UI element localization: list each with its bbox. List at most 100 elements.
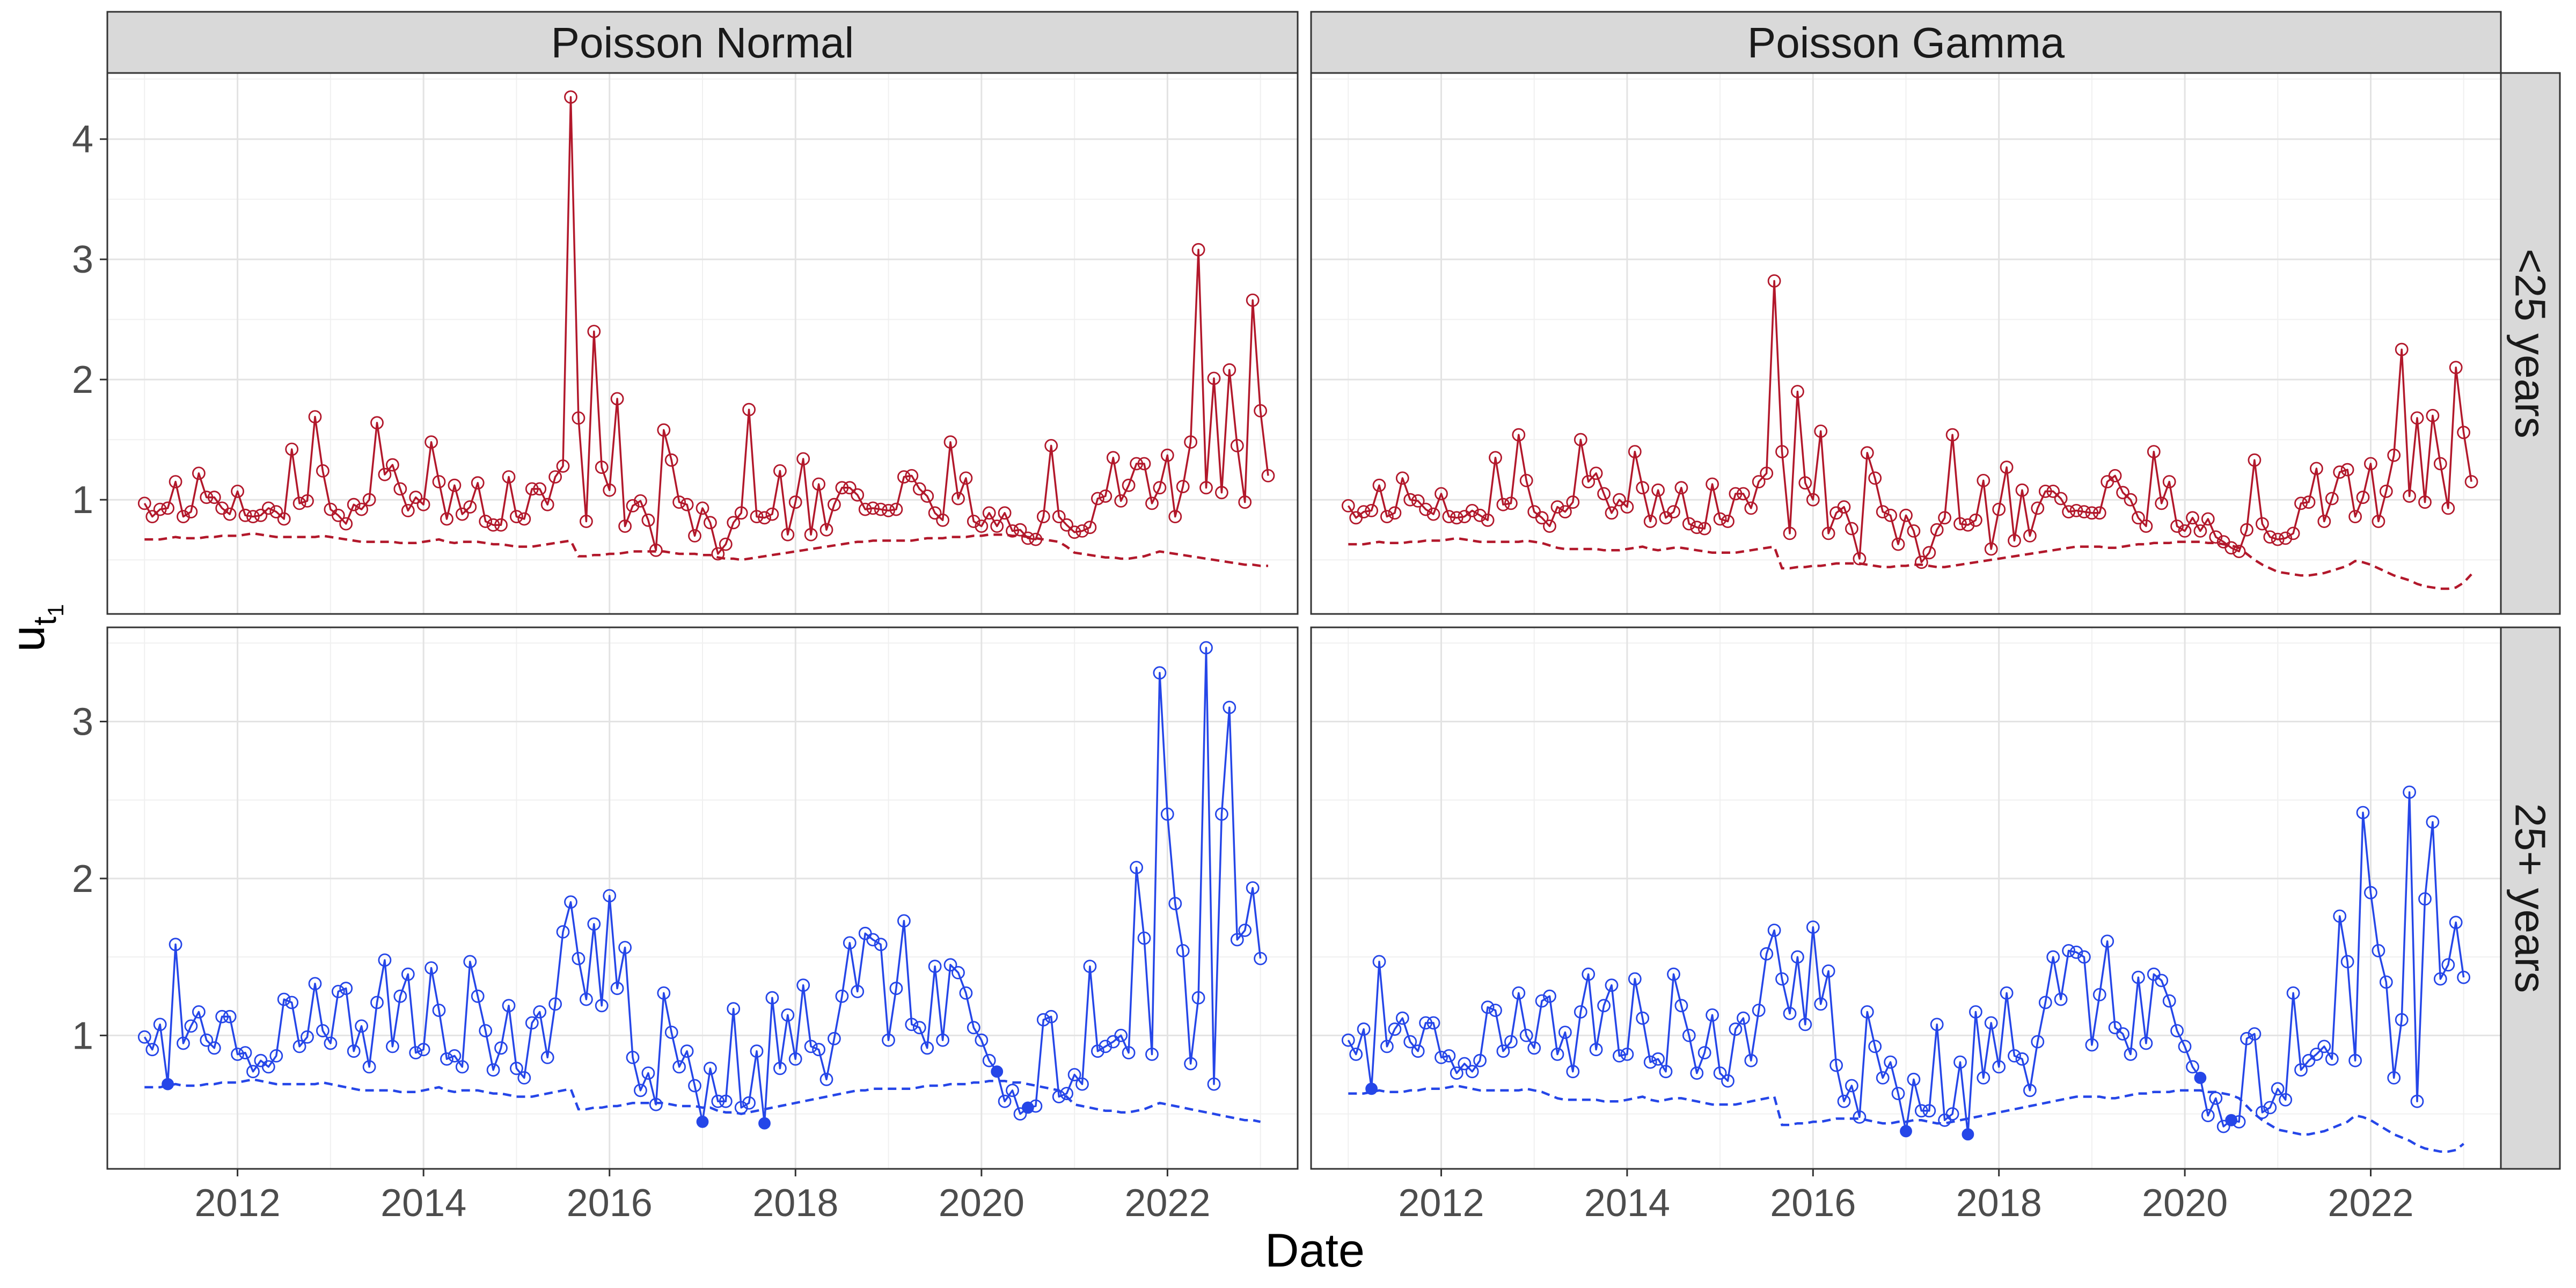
- data-point: [1083, 960, 1097, 974]
- data-point: [696, 501, 709, 515]
- data-point: [851, 985, 865, 998]
- data-point: [858, 502, 872, 516]
- data-point: [2000, 460, 2014, 474]
- data-point: [331, 985, 345, 998]
- data-point: [1899, 508, 1913, 522]
- data-point: [812, 1043, 825, 1057]
- data-point: [1636, 1011, 1650, 1025]
- data-point: [1674, 999, 1688, 1013]
- data-point: [370, 416, 384, 430]
- data-point: [758, 511, 771, 525]
- data-point: [370, 996, 384, 1009]
- data-point: [1512, 986, 1526, 1000]
- data-point: [1036, 510, 1050, 523]
- data-point: [1099, 489, 1113, 503]
- data-point: [2426, 815, 2440, 829]
- data-point: [2240, 523, 2253, 537]
- data-point: [1372, 478, 1386, 492]
- data-point: [1550, 1048, 1564, 1061]
- data-point: [1968, 513, 1982, 527]
- data-point: [2108, 469, 2122, 482]
- data-point: [2085, 1038, 2099, 1052]
- data-point: [1992, 502, 2006, 516]
- y-tick-label: 1: [72, 479, 93, 522]
- data-point: [2356, 806, 2370, 819]
- data-point: [440, 1052, 453, 1066]
- data-point: [959, 986, 973, 1000]
- data-point: [292, 1040, 306, 1053]
- data-point: [1736, 487, 1750, 501]
- data-point: [2069, 504, 2083, 517]
- data-point: [1643, 515, 1657, 528]
- data-point: [2124, 493, 2138, 507]
- data-point: [672, 495, 686, 509]
- data-point: [1426, 1016, 1440, 1030]
- data-point: [308, 410, 322, 423]
- data-point: [153, 1018, 167, 1031]
- data-point: [688, 1079, 701, 1093]
- data-point: [634, 1084, 647, 1097]
- data-point: [1029, 1099, 1043, 1113]
- data-point: [231, 1048, 245, 1061]
- data-point: [2286, 986, 2300, 1000]
- data-point: [525, 1016, 539, 1030]
- data-point: [301, 1030, 314, 1044]
- data-point: [169, 475, 182, 488]
- data-point: [1659, 1065, 1673, 1079]
- data-point: [773, 1062, 787, 1075]
- data-point: [1223, 700, 1236, 714]
- data-point: [471, 989, 485, 1003]
- data-point: [641, 1066, 655, 1080]
- data-point: [1426, 507, 1440, 521]
- data-point: [347, 497, 361, 511]
- data-point: [882, 504, 895, 517]
- panel-0: [106, 72, 1299, 615]
- data-point: [1977, 1071, 1990, 1085]
- panel-2: [106, 626, 1299, 1170]
- data-point: [2403, 489, 2417, 503]
- data-point: [874, 502, 888, 516]
- data-point: [936, 1033, 949, 1047]
- data-point: [664, 453, 678, 467]
- data-point: [269, 1049, 283, 1063]
- data-point: [2340, 955, 2354, 969]
- data-point: [2162, 475, 2176, 488]
- data-point: [1829, 1058, 1843, 1072]
- y-tick-label: 2: [72, 858, 93, 901]
- data-point: [750, 1044, 764, 1058]
- data-point: [1435, 1051, 1448, 1064]
- data-point: [2340, 463, 2354, 477]
- data-point: [657, 423, 671, 437]
- data-point: [192, 466, 206, 480]
- data-point: [556, 459, 570, 473]
- data-point: [1620, 1048, 1634, 1061]
- data-point: [316, 464, 330, 478]
- data-point: [1798, 1018, 1812, 1031]
- data-point: [2433, 972, 2447, 986]
- x-tick-label: 2022: [2328, 1182, 2413, 1225]
- data-point: [2263, 530, 2277, 544]
- data-point: [2418, 495, 2432, 509]
- data-point: [959, 471, 973, 485]
- data-point: [2363, 457, 2377, 471]
- data-point: [2046, 485, 2060, 498]
- data-point: [1052, 1090, 1066, 1103]
- data-point: [1207, 371, 1221, 385]
- data-point: [975, 519, 989, 533]
- data-point: [998, 506, 1012, 520]
- data-point: [517, 512, 531, 526]
- data-point: [2092, 506, 2106, 520]
- data-point: [657, 986, 671, 1000]
- data-point: [1953, 1055, 1967, 1069]
- data-point: [1114, 494, 1128, 508]
- data-point: [2286, 526, 2300, 540]
- data-point: [688, 529, 701, 543]
- data-point: [1721, 515, 1735, 528]
- data-point: [1876, 1071, 1890, 1085]
- data-point: [223, 1009, 237, 1023]
- data-point: [1199, 481, 1213, 495]
- data-point: [719, 537, 733, 551]
- data-point: [1612, 1049, 1626, 1063]
- data-point: [1574, 433, 1587, 447]
